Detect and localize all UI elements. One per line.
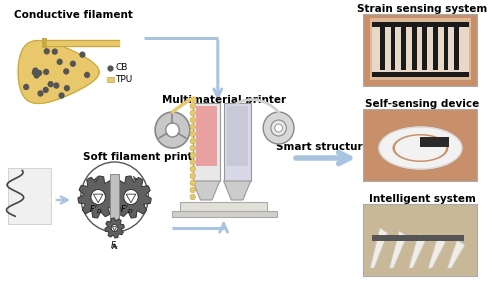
Circle shape (111, 224, 118, 232)
Circle shape (42, 87, 49, 93)
Circle shape (63, 68, 70, 74)
Polygon shape (448, 240, 465, 268)
Circle shape (32, 69, 38, 76)
Circle shape (190, 180, 196, 186)
Bar (380, 26, 384, 70)
Circle shape (190, 159, 196, 165)
Text: $F'_D$: $F'_D$ (120, 204, 134, 217)
Text: Smart structures: Smart structures (276, 142, 376, 152)
Circle shape (43, 69, 49, 75)
Circle shape (274, 124, 282, 132)
Bar (224, 103, 250, 181)
Bar (364, 14, 478, 86)
Circle shape (190, 124, 196, 130)
Circle shape (70, 61, 76, 67)
Polygon shape (105, 218, 124, 238)
Circle shape (190, 110, 196, 116)
Circle shape (190, 173, 196, 179)
Polygon shape (44, 40, 120, 46)
Bar (364, 109, 478, 181)
Circle shape (271, 120, 286, 136)
Text: $F'_D$: $F'_D$ (90, 204, 103, 217)
Circle shape (190, 145, 196, 151)
Circle shape (190, 117, 196, 123)
Bar (110, 174, 120, 224)
Circle shape (263, 112, 294, 144)
Circle shape (190, 152, 196, 158)
Circle shape (190, 131, 196, 137)
Text: Conductive filament: Conductive filament (14, 10, 132, 20)
Bar (192, 103, 220, 181)
Polygon shape (370, 228, 388, 268)
Circle shape (52, 49, 58, 55)
Polygon shape (224, 181, 250, 200)
Circle shape (44, 48, 50, 54)
Circle shape (58, 92, 64, 99)
Bar (422, 26, 427, 70)
Bar (226, 106, 248, 166)
Polygon shape (192, 181, 220, 200)
Circle shape (56, 59, 63, 65)
Text: TPU: TPU (116, 76, 133, 85)
Circle shape (190, 187, 196, 193)
Circle shape (190, 138, 196, 144)
Text: Multimaterial printer: Multimaterial printer (162, 95, 286, 105)
Polygon shape (390, 231, 407, 268)
Bar (372, 235, 464, 241)
Bar (372, 22, 468, 76)
Circle shape (54, 82, 60, 89)
Bar (180, 202, 267, 211)
Polygon shape (428, 237, 446, 268)
Circle shape (23, 84, 29, 90)
Bar (364, 204, 478, 276)
Circle shape (32, 67, 38, 74)
Circle shape (48, 81, 54, 87)
Circle shape (38, 90, 44, 97)
Circle shape (190, 194, 196, 200)
Bar (454, 26, 459, 70)
Circle shape (124, 190, 138, 204)
Circle shape (34, 72, 40, 79)
Bar (8, 168, 51, 224)
Circle shape (91, 190, 106, 204)
Ellipse shape (392, 134, 448, 162)
Bar (412, 26, 416, 70)
Circle shape (190, 103, 196, 109)
Bar (107, 77, 114, 82)
Polygon shape (78, 176, 118, 218)
Circle shape (36, 70, 42, 76)
Text: Self-sensing device: Self-sensing device (365, 99, 480, 109)
Bar (433, 26, 438, 70)
Circle shape (155, 112, 190, 148)
Text: Strain sensing system: Strain sensing system (357, 4, 488, 14)
Text: Soft filament printing: Soft filament printing (82, 152, 211, 162)
Circle shape (190, 166, 196, 172)
Bar (372, 22, 468, 27)
Bar (390, 26, 396, 70)
Polygon shape (111, 176, 151, 218)
Circle shape (84, 72, 90, 78)
Text: Intelligent system: Intelligent system (369, 194, 476, 204)
Bar (42, 38, 47, 48)
Bar (196, 106, 217, 166)
Text: $F_r$: $F_r$ (110, 239, 120, 252)
Bar (370, 18, 470, 80)
Polygon shape (409, 234, 426, 268)
Text: CB: CB (116, 63, 128, 72)
Circle shape (166, 123, 179, 137)
Circle shape (64, 85, 70, 91)
Ellipse shape (379, 127, 462, 169)
Bar (372, 72, 468, 77)
Bar (401, 26, 406, 70)
Bar (444, 26, 448, 70)
Ellipse shape (395, 135, 446, 160)
Circle shape (80, 51, 86, 58)
Bar (172, 211, 277, 217)
Bar (420, 137, 450, 147)
Polygon shape (18, 41, 99, 103)
